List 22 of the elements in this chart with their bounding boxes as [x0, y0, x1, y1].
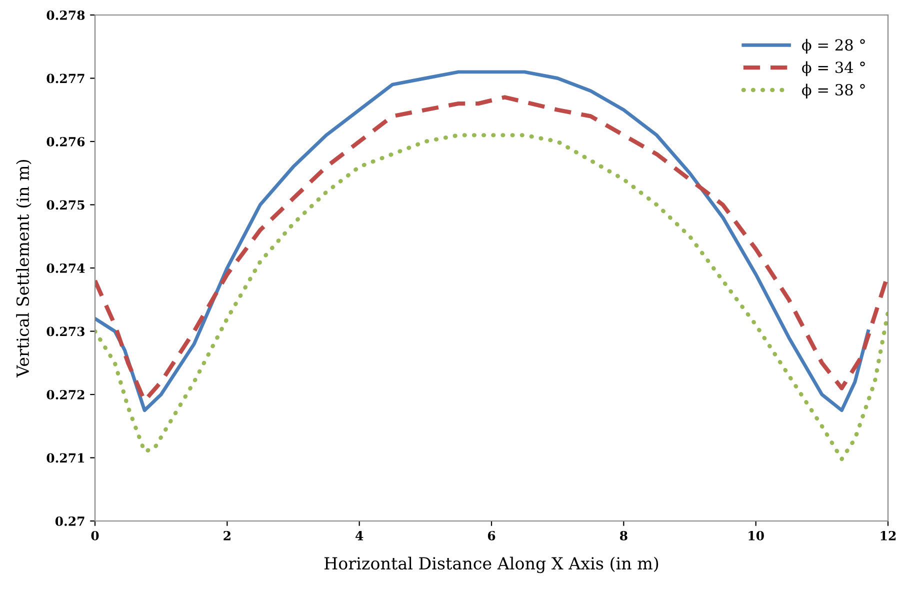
legend-label: ϕ = 28 °	[802, 38, 865, 54]
x-axis-title: Horizontal Distance Along X Axis (in m)	[324, 556, 658, 574]
line-series	[95, 133, 888, 462]
x-tick-label: 12	[880, 530, 896, 540]
legend-label: ϕ = 34 °	[802, 61, 865, 76]
y-tick-label: 0.277	[46, 74, 84, 84]
x-tick-label: 0	[91, 530, 99, 540]
y-tick-label: 0.27	[55, 516, 84, 526]
x-tick-label: 8	[620, 530, 628, 540]
y-tick-label: 0.272	[46, 390, 84, 400]
x-tick-label: 4	[356, 530, 364, 540]
y-tick-label: 0.276	[46, 136, 85, 146]
x-tick-label: 10	[748, 530, 764, 540]
x-tick-label: 2	[224, 530, 230, 540]
y-tick-label: 0.278	[46, 10, 85, 20]
legend-label: ϕ = 38 °	[802, 84, 865, 99]
y-tick-label: 0.275	[46, 200, 84, 210]
y-tick-label: 0.273	[46, 326, 84, 336]
y-axis-title: Vertical Settlement (in m)	[16, 160, 32, 378]
x-tick-label: 6	[488, 530, 496, 540]
y-tick-label: 0.274	[46, 263, 85, 273]
y-tick-label: 0.271	[46, 453, 84, 463]
